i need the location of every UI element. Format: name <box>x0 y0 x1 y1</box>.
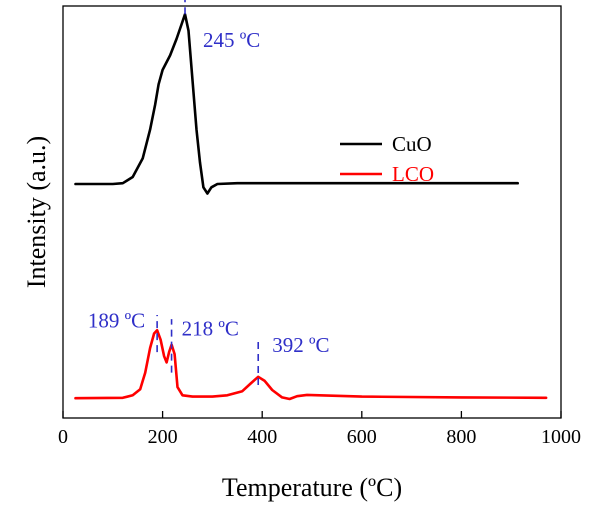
x-tick-label: 600 <box>347 426 377 448</box>
annotation-layer: 245 ºC 189 ºC 218 ºC 392 ºC <box>88 0 329 386</box>
peak-label: 218 ºC <box>182 317 239 341</box>
x-tick-label: 0 <box>58 426 68 448</box>
peak-label: 245 ºC <box>203 28 260 52</box>
legend-label-lco: LCO <box>392 162 434 186</box>
x-tick-label: 400 <box>247 426 277 448</box>
x-tick-label: 800 <box>446 426 476 448</box>
plot-frame <box>62 5 562 419</box>
x-ticks: 0 200 400 600 800 1000 <box>58 411 581 448</box>
y-axis-label: Intensity (a.u.) <box>22 136 51 288</box>
x-tick-label: 200 <box>148 426 178 448</box>
legend-label-cuo: CuO <box>392 132 432 156</box>
series-line-lco <box>74 328 548 401</box>
x-axis-label: Temperature (ºC) <box>222 473 402 502</box>
peak-label: 392 ºC <box>272 333 329 357</box>
x-tick-label: 1000 <box>541 426 581 448</box>
series-line-cuo <box>74 12 520 195</box>
legend: CuO LCO <box>340 132 434 186</box>
peak-label: 189 ºC <box>88 308 145 332</box>
